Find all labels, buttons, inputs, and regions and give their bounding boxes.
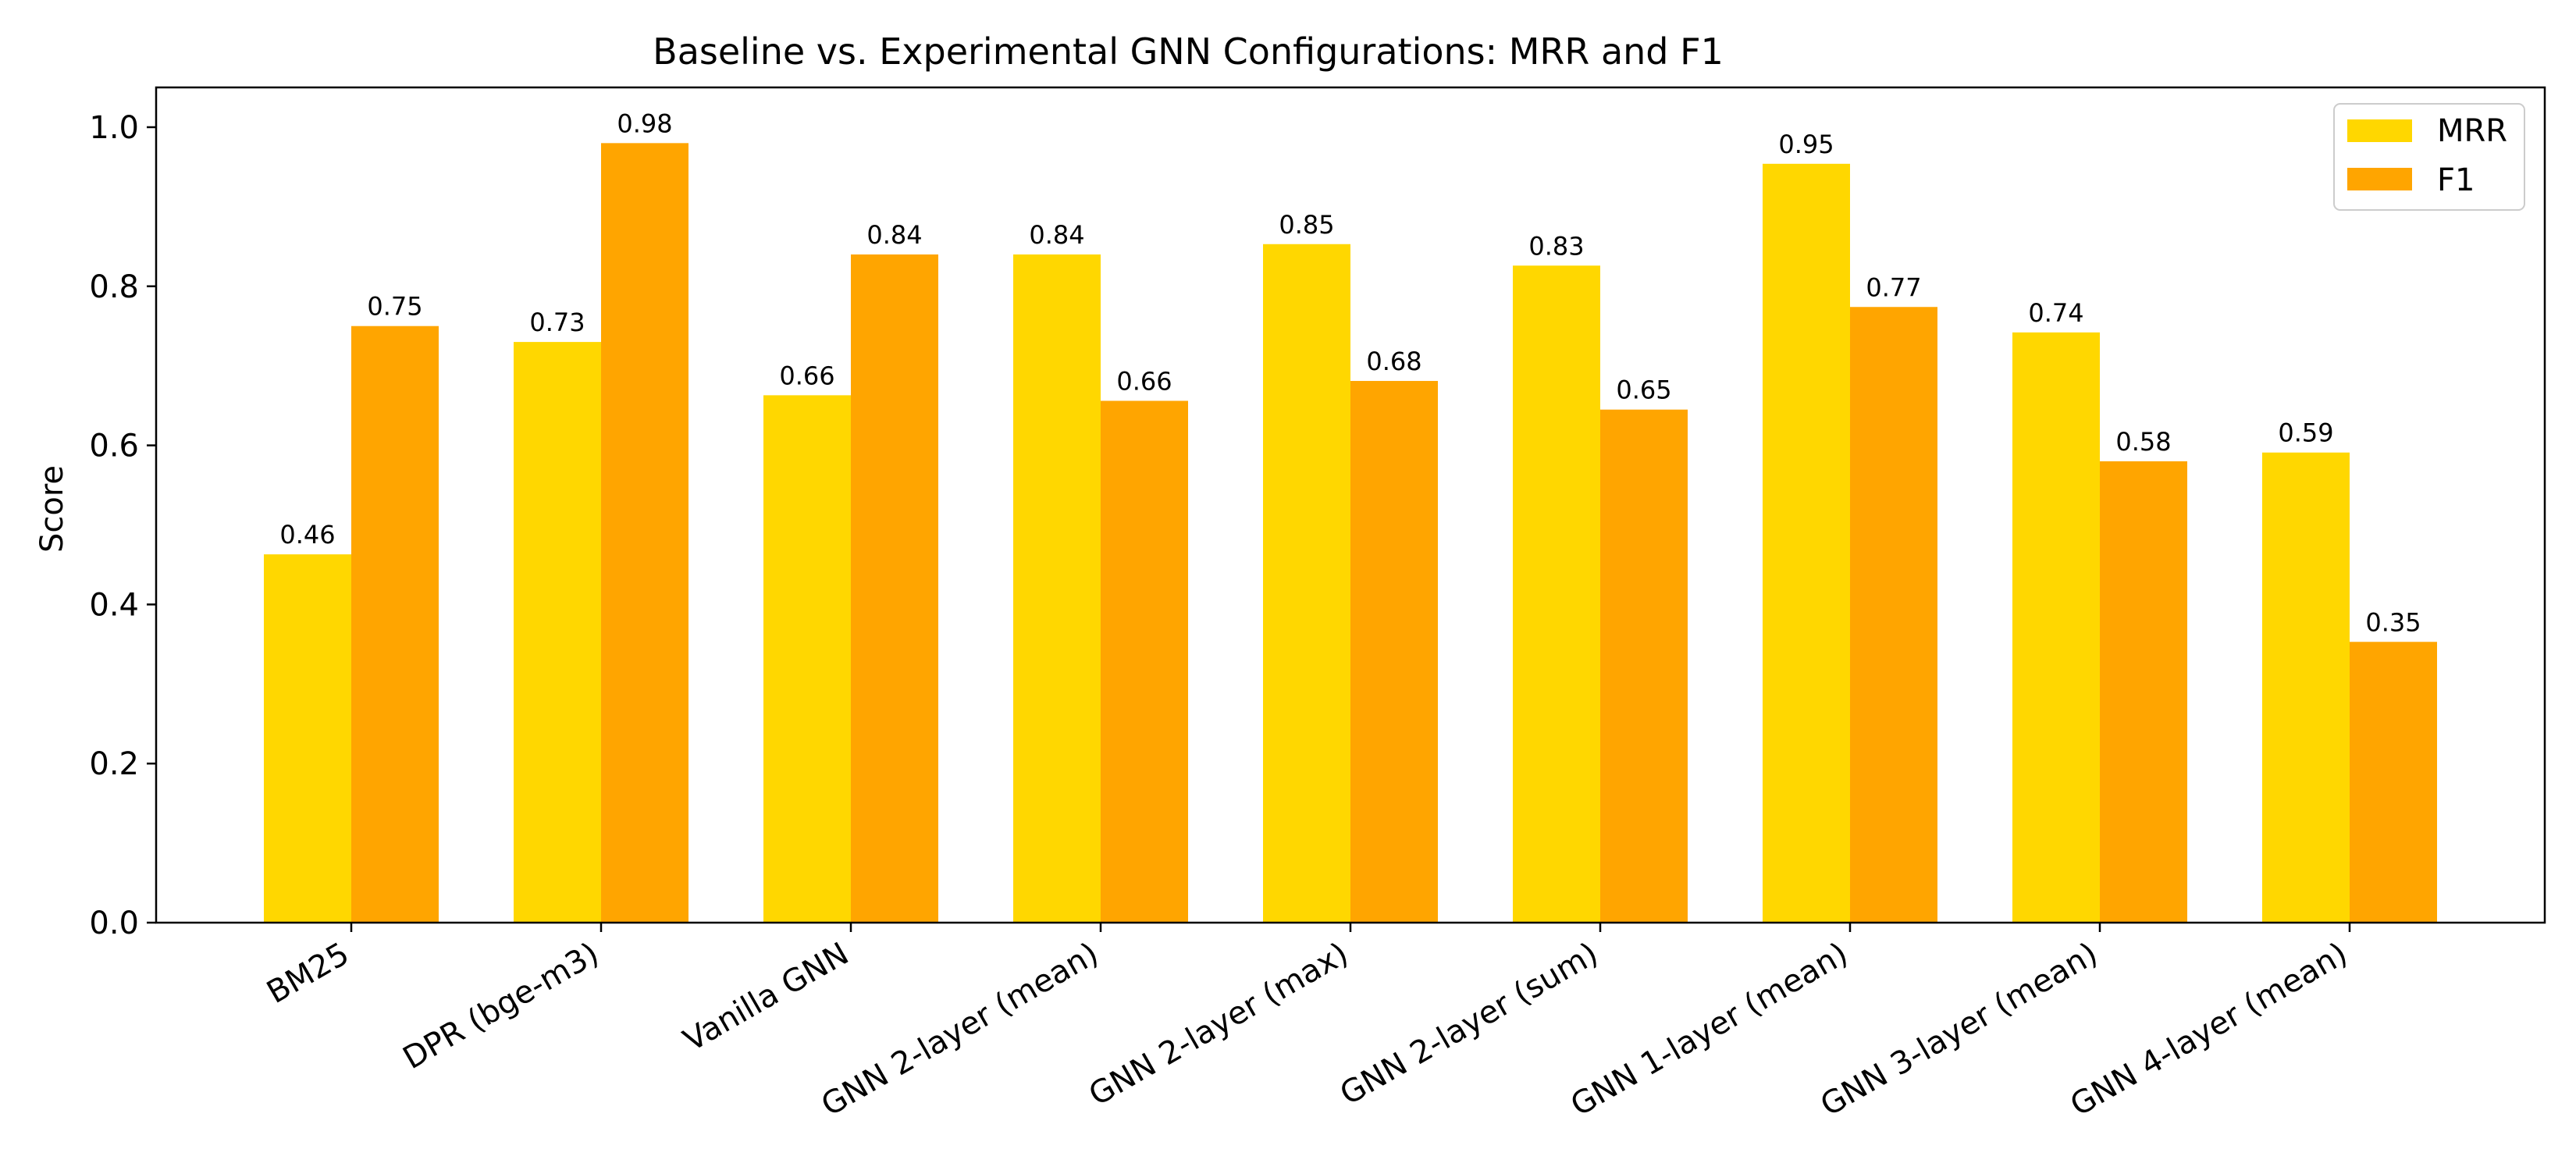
- x-tick-label-bm25: BM25: [261, 936, 355, 1011]
- y-tick-label: 0.4: [89, 587, 139, 623]
- value-label-mrr-gnn-2-layer-sum: 0.83: [1528, 231, 1584, 261]
- bar-f1-gnn-4-layer-mean: [2350, 642, 2437, 923]
- bar-f1-dpr-bge-m3: [601, 143, 688, 923]
- bar-f1-gnn-2-layer-max: [1350, 381, 1438, 923]
- value-label-f1-dpr-bge-m3: 0.98: [617, 109, 672, 138]
- value-label-f1-vanilla-gnn: 0.84: [866, 220, 922, 250]
- value-labels-layer: 0.46 0.73 0.66 0.84 0.85 0.83 0.95 0.74 0.59 0.75…: [279, 109, 2421, 637]
- y-tick-label: 1.0: [89, 110, 139, 146]
- chart-title: Baseline vs. Experimental GNN Configurat…: [653, 30, 1724, 73]
- x-tick-label-gnn-2-layer-mean: GNN 2-layer (mean): [816, 936, 1105, 1123]
- value-label-mrr-bm25: 0.46: [279, 520, 335, 550]
- bar-mrr-gnn-3-layer-mean: [2012, 332, 2100, 923]
- x-tick-label-gnn-1-layer-mean: GNN 1-layer (mean): [1565, 936, 1854, 1123]
- value-label-f1-gnn-4-layer-mean: 0.35: [2365, 607, 2421, 637]
- bar-mrr-bm25: [264, 554, 351, 923]
- legend-label-mrr: MRR: [2437, 113, 2507, 149]
- bar-f1-vanilla-gnn: [851, 254, 938, 923]
- bar-mrr-gnn-4-layer-mean: [2262, 452, 2350, 923]
- x-tick-label-gnn-2-layer-sum: GNN 2-layer (sum): [1334, 936, 1604, 1112]
- bar-mrr-gnn-2-layer-sum: [1513, 265, 1600, 923]
- y-tick-label: 0.0: [89, 905, 139, 941]
- bar-f1-gnn-2-layer-sum: [1600, 409, 1688, 923]
- bars-layer: [264, 143, 2437, 923]
- legend-label-f1: F1: [2437, 162, 2475, 198]
- value-label-mrr-dpr-bge-m3: 0.73: [529, 308, 585, 337]
- value-label-f1-bm25: 0.75: [367, 292, 422, 322]
- value-label-mrr-gnn-3-layer-mean: 0.74: [2028, 298, 2083, 328]
- value-label-f1-gnn-2-layer-mean: 0.66: [1116, 367, 1172, 397]
- y-tick-label: 0.6: [89, 429, 139, 464]
- bar-f1-gnn-1-layer-mean: [1850, 307, 1937, 923]
- value-label-f1-gnn-2-layer-max: 0.68: [1366, 347, 1421, 376]
- value-label-mrr-gnn-2-layer-mean: 0.84: [1029, 220, 1084, 250]
- y-tick-label: 0.8: [89, 269, 139, 305]
- bar-f1-gnn-2-layer-mean: [1101, 400, 1188, 923]
- value-label-f1-gnn-2-layer-sum: 0.65: [1616, 375, 1671, 405]
- y-axis: 0.0 0.2 0.4 0.6 0.8 1.0: [89, 110, 156, 941]
- bar-mrr-gnn-2-layer-mean: [1013, 254, 1101, 923]
- bar-mrr-vanilla-gnn: [763, 395, 851, 923]
- bar-mrr-gnn-2-layer-max: [1263, 244, 1350, 923]
- value-label-mrr-gnn-2-layer-max: 0.85: [1279, 210, 1334, 240]
- legend-swatch-mrr: [2347, 119, 2412, 142]
- value-label-mrr-vanilla-gnn: 0.66: [779, 361, 834, 390]
- x-tick-label-gnn-4-layer-mean: GNN 4-layer (mean): [2065, 936, 2354, 1123]
- x-tick-label-gnn-2-layer-max: GNN 2-layer (max): [1083, 936, 1354, 1113]
- bar-f1-bm25: [351, 326, 439, 923]
- legend-swatch-f1: [2347, 168, 2412, 190]
- y-tick-label: 0.2: [89, 746, 139, 782]
- value-label-mrr-gnn-4-layer-mean: 0.59: [2278, 418, 2333, 448]
- x-tick-label-vanilla-gnn: Vanilla GNN: [678, 936, 855, 1059]
- value-label-f1-gnn-3-layer-mean: 0.58: [2115, 427, 2171, 457]
- x-tick-label-dpr-bge-m3: DPR (bge-m3): [397, 936, 605, 1076]
- bar-mrr-dpr-bge-m3: [514, 342, 601, 923]
- x-tick-label-gnn-3-layer-mean: GNN 3-layer (mean): [1815, 936, 2104, 1123]
- bar-mrr-gnn-1-layer-mean: [1763, 163, 1850, 923]
- legend: MRR F1: [2333, 103, 2525, 211]
- y-axis-label: Score: [34, 465, 70, 553]
- value-label-f1-gnn-1-layer-mean: 0.77: [1866, 272, 1921, 302]
- value-label-mrr-gnn-1-layer-mean: 0.95: [1778, 130, 1834, 159]
- bar-f1-gnn-3-layer-mean: [2100, 461, 2187, 923]
